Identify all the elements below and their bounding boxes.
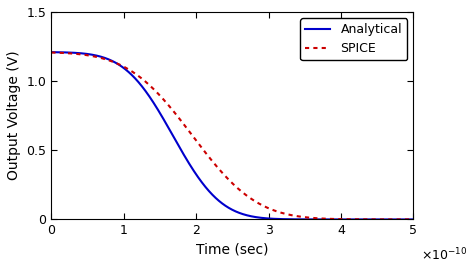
SPICE <box>48 51 54 54</box>
Analytical <box>111 60 117 63</box>
SPICE <box>90 55 95 58</box>
X-axis label: Time (sec): Time (sec) <box>196 243 269 257</box>
Analytical <box>203 186 209 189</box>
Line: Analytical: Analytical <box>51 52 413 220</box>
Analytical <box>90 53 95 56</box>
SPICE <box>203 151 209 155</box>
Analytical <box>403 218 409 221</box>
Analytical <box>48 50 54 54</box>
Y-axis label: Output Voltage (V): Output Voltage (V) <box>7 51 21 181</box>
Analytical <box>365 218 370 221</box>
Legend: Analytical, SPICE: Analytical, SPICE <box>301 18 407 60</box>
SPICE <box>410 218 416 221</box>
Line: SPICE: SPICE <box>51 52 413 220</box>
SPICE <box>365 218 370 221</box>
Text: $\times10^{-10}$: $\times10^{-10}$ <box>420 247 467 263</box>
SPICE <box>111 61 117 64</box>
Analytical <box>410 218 416 221</box>
SPICE <box>403 218 409 221</box>
Analytical <box>187 164 193 167</box>
SPICE <box>187 131 193 134</box>
